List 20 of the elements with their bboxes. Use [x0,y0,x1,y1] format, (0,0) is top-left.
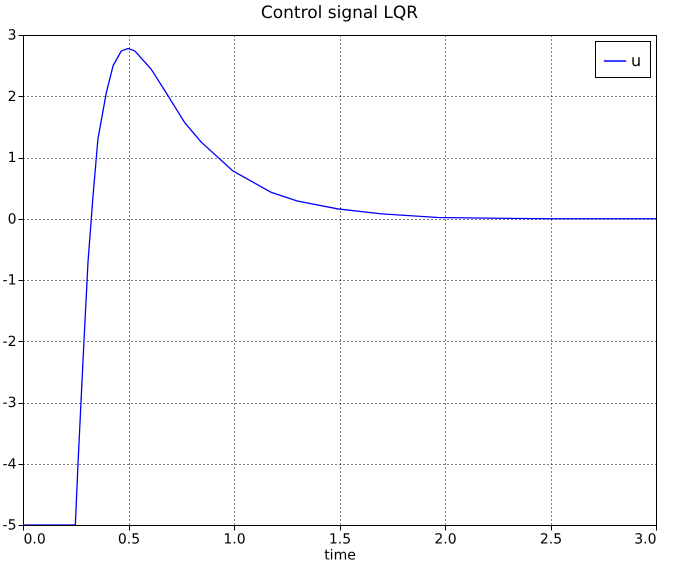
line-series [23,48,656,525]
y-tick-label: -3 [2,395,16,411]
x-tick-label: 2.0 [434,532,457,548]
x-tick-label: 3.0 [634,532,656,548]
y-tick-label: -4 [2,456,17,472]
y-tick-label: -5 [2,518,16,534]
x-tick-label: 1.0 [223,532,246,548]
x-axis-title: time [324,548,356,562]
y-tick-label: 3 [8,28,16,44]
chart-title: Control signal LQR [260,3,418,23]
x-tick-label: 0.0 [24,532,46,548]
x-tick-label: 1.5 [328,532,352,548]
x-tick-label: 0.5 [118,532,140,548]
legend-label: u [631,51,642,70]
y-tick-label: -1 [2,272,16,288]
y-tick-label: 2 [8,88,16,105]
y-tick-label: -2 [2,334,16,350]
y-tick-label: 0 [8,211,16,228]
x-tick-label: 2.5 [540,532,562,548]
y-tick-label: 1 [8,150,16,166]
